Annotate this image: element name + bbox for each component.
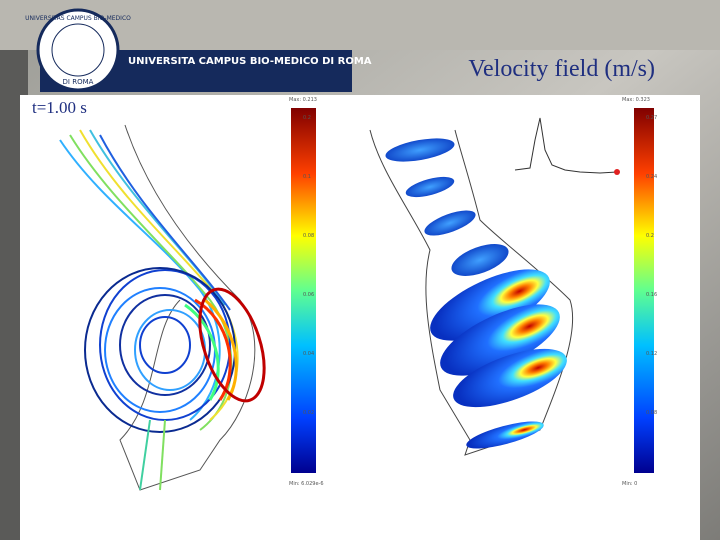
colorbar-tick-label: 0.24 — [646, 174, 657, 180]
colorbar-tick-label: 0.08 — [303, 233, 314, 239]
top-band — [0, 0, 720, 50]
slide-title: Velocity field (m/s) — [468, 56, 655, 82]
time-label: t=1.00 s — [32, 98, 87, 117]
streamline-plot — [59, 124, 266, 491]
colorbar-tick-label: 0.06 — [303, 292, 314, 298]
slice-plot — [369, 117, 620, 456]
colorbar-tick-label: 0.08 — [646, 410, 657, 416]
colorbar-min: Min: 0 — [622, 481, 637, 487]
colorbar-tick-label: 0.27 — [646, 115, 657, 121]
colorbar-tick-label: 0.2 — [646, 233, 654, 239]
colorbar-tick-label: 0.02 — [303, 410, 314, 416]
colorbar-min: Min: 6.029e-6 — [289, 481, 324, 487]
colorbar-tick-label: 0.16 — [646, 292, 657, 298]
colorbar-max: Max: 0.323 — [622, 97, 650, 103]
left-colorbar-labels: Max: 0.213 Min: 6.029e-6 0.2 0.1 0.08 0.06 0.0… — [289, 97, 324, 487]
colorbar-tick-label: 0.1 — [303, 174, 311, 180]
content-area — [20, 95, 700, 540]
colorbar-tick-label: 0.04 — [303, 351, 314, 357]
university-name: UNIVERSITA CAMPUS BIO-MEDICO DI ROMA — [128, 56, 372, 67]
logo-ring — [51, 23, 105, 77]
logo — [36, 8, 120, 92]
left-colorbar — [291, 108, 316, 473]
colorbar-tick-label: 0.12 — [646, 351, 657, 357]
colorbar-max: Max: 0.213 — [289, 97, 317, 103]
logo-ring-text: UNIVERSITAS CAMPUS BIO-MEDICO — [25, 15, 131, 22]
logo-bottom-text: DI ROMA — [63, 78, 94, 86]
colorbar-tick-label: 0.2 — [303, 115, 311, 121]
right-colorbar-labels: Max: 0.323 Min: 0 0.27 0.24 0.2 0.16 0.12 0.08 — [622, 97, 657, 487]
right-colorbar — [634, 108, 654, 473]
